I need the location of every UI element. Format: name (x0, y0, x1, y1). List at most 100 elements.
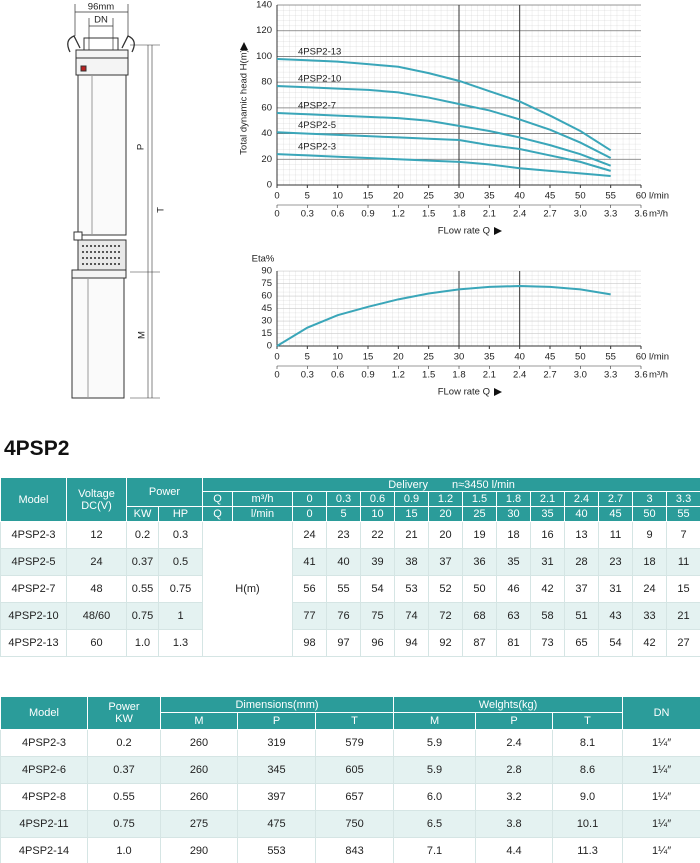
width-label: 96mm (88, 2, 114, 13)
cell: 11.3 (552, 837, 624, 863)
x2-tick-label: 2.4 (513, 209, 526, 220)
cell: 35 (496, 548, 531, 576)
t-label: T (156, 207, 167, 213)
curve-label: 4PSP2-13 (298, 47, 341, 58)
cell: 31 (530, 548, 565, 576)
cell: 260 (160, 756, 238, 784)
arrow (494, 388, 502, 396)
cell: 52 (428, 575, 463, 603)
header-cell: 0.9 (394, 491, 429, 507)
x-tick-label: 45 (545, 352, 556, 363)
cell: 843 (314, 837, 395, 863)
cell: 10.1 (552, 810, 624, 838)
cell: 41 (292, 548, 327, 576)
header-row: Model Voltage DC(V) Power Delivery n≈3450 l/… (0, 477, 700, 522)
header-cell: 5 (326, 506, 361, 522)
header-row: Model Power KW Dimensions(mm) Welghts(kg) DN (0, 696, 700, 730)
x2-tick-label: 3.0 (574, 209, 587, 220)
cell: 4PSP2-13 (0, 629, 67, 657)
header-cell: m³/h (232, 491, 293, 507)
header-cell: Voltage DC(V) (66, 477, 127, 522)
x-tick-label: 10 (332, 191, 343, 202)
y-tick-label: 0 (267, 180, 272, 191)
curve-label: 4PSP2-10 (298, 74, 341, 85)
x2-tick-label: 1.2 (392, 370, 405, 381)
header-cell: 35 (530, 506, 565, 522)
cell: 5.9 (393, 729, 477, 757)
header-cell: 2.7 (598, 491, 633, 507)
x-tick-label: 30 (454, 352, 465, 363)
x-tick-label: 35 (484, 352, 495, 363)
x2-tick-label: 3.6 (634, 370, 647, 381)
x2-tick-label: 1.5 (422, 370, 435, 381)
cell: 4PSP2-3 (0, 729, 88, 757)
cell: 0.37 (87, 756, 161, 784)
y-tick-label: 100 (256, 51, 272, 62)
cell: 5.9 (393, 756, 477, 784)
cell: 12 (66, 521, 127, 549)
curve (276, 85, 612, 159)
data-row: 4PSP2-13 60 1.0 1.3 98 97 96 94 92 87 81 73 65 54 42 27 (0, 629, 700, 657)
x2-tick-label: 2.4 (513, 370, 526, 381)
cell: 475 (237, 810, 316, 838)
y-tick-label: 30 (261, 316, 272, 327)
header-cell: 55 (665, 506, 700, 522)
x-unit: l/min (649, 191, 669, 202)
header-cell: 30 (496, 506, 531, 522)
x2-tick-label: 1.8 (452, 370, 465, 381)
curve-label: 4PSP2-5 (298, 120, 336, 131)
cell: 58 (530, 602, 565, 630)
header-cell: 20 (428, 506, 463, 522)
header-cell: 50 (632, 506, 667, 522)
cell: 76 (326, 602, 361, 630)
x-axis-label: FLow rate Q (438, 226, 490, 237)
header-cell: 3.3 (665, 491, 700, 507)
x-tick-label: 25 (423, 191, 434, 202)
pump-drawing (67, 4, 160, 399)
data-row: 4PSP2-14 1.0 290 553 843 7.1 4.4 11.3 1¼″ (0, 837, 700, 863)
x2-tick-label: 3.6 (634, 209, 647, 220)
cell: 7.1 (393, 837, 477, 863)
header-cell: 10 (360, 506, 395, 522)
cell: 27 (665, 629, 700, 657)
x-tick-label: 25 (423, 352, 434, 363)
dimensions-table: Model Power KW Dimensions(mm) Welghts(kg) DN M… (0, 696, 700, 863)
header-cell: M (393, 712, 477, 730)
x-tick-label: 0 (274, 352, 279, 363)
cell: 46 (496, 575, 531, 603)
header-text: n≈3450 l/min (451, 478, 515, 491)
x2-tick-label: 0.3 (301, 209, 314, 220)
header-cell: Dimensions(mm) (159, 696, 395, 713)
cell: 18 (496, 521, 531, 549)
header-cell: Power (126, 477, 203, 507)
x2-tick-label: 1.8 (452, 209, 465, 220)
arrow (240, 42, 248, 50)
x-tick-label: 50 (575, 191, 586, 202)
x-tick-label: 45 (545, 191, 556, 202)
header-cell: M (160, 712, 238, 730)
cell: 37 (428, 548, 463, 576)
cell: 750 (314, 810, 395, 838)
cell: 9 (632, 521, 667, 549)
curve-label: 4PSP2-3 (298, 142, 336, 153)
cell: 657 (314, 783, 395, 811)
cell: 98 (292, 629, 327, 657)
cell: 15 (665, 575, 700, 603)
x-tick-label: 15 (363, 191, 374, 202)
cell: 0.2 (126, 521, 159, 549)
y-tick-label: 120 (256, 25, 272, 36)
header-cell: P (475, 712, 554, 730)
header-cell: Q (202, 491, 233, 507)
x-unit: l/min (649, 352, 669, 363)
cell: 75 (360, 602, 395, 630)
cell: 65 (564, 629, 599, 657)
x-axis-label: FLow rate Q (438, 387, 490, 398)
x2-tick-label: 0.6 (331, 209, 344, 220)
cell: 4.4 (475, 837, 554, 863)
header-cell: 0.3 (326, 491, 361, 507)
cell: 77 (292, 602, 327, 630)
cell: 73 (530, 629, 565, 657)
cell: 74 (394, 602, 429, 630)
